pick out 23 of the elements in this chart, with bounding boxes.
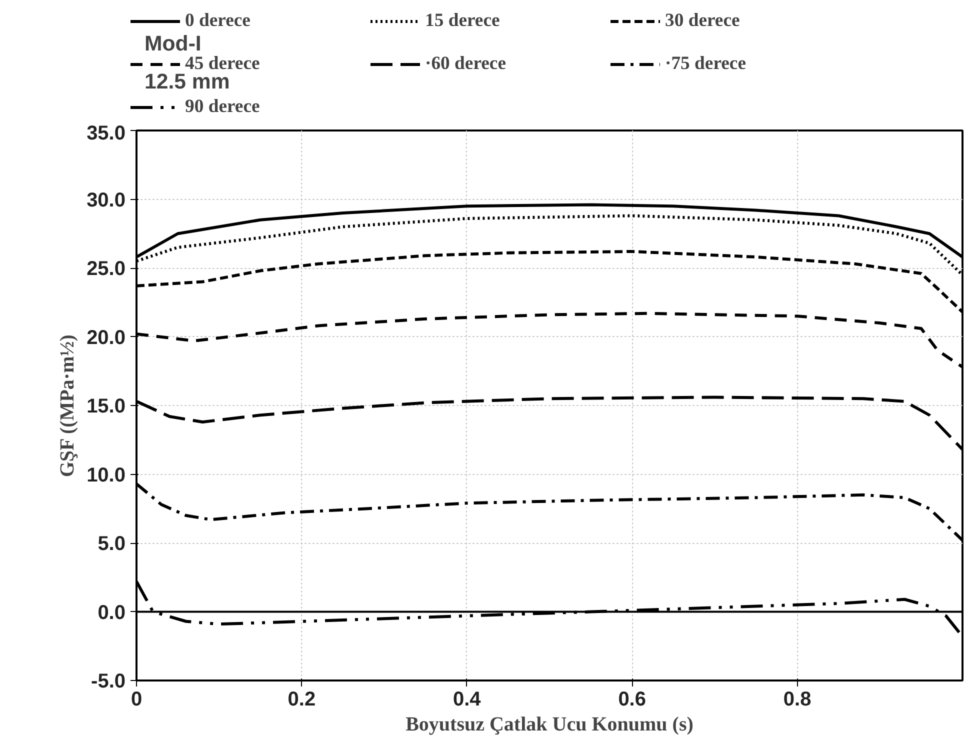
x-tick-label: 0.2 [288,688,316,710]
y-tick-label: 25.0 [86,258,126,280]
y-tick-label: 15.0 [86,396,126,418]
y-tick-label: 0.0 [98,602,126,624]
legend-label: ·75 derece [665,53,747,75]
y-tick-label: 35.0 [86,122,126,144]
x-axis-title: Boyutsuz Çatlak Ucu Konumu (s) [406,714,694,736]
legend-label: 90 derece [185,96,261,118]
legend-label: ·60 derece [425,53,507,75]
x-tick-label: 0.6 [618,688,646,710]
y-tick-label: -5.0 [91,670,126,692]
legend-label: 0 derece [185,10,252,32]
y-tick-label: 5.0 [98,533,126,555]
text: Mod-I [144,32,202,56]
y-tick-label: 30.0 [86,189,126,212]
x-tick-label: 0.8 [783,688,812,710]
y-tick-label: 20.0 [86,326,126,349]
legend-label: 15 derece [425,10,501,32]
y-tick-label: 10.0 [86,464,126,486]
legend-label: 30 derece [665,10,741,32]
x-tick-label: 0.4 [453,688,482,710]
x-tick-label: 0 [130,688,142,710]
y-axis-title: GŞF ((MPa·m½) [56,334,79,478]
